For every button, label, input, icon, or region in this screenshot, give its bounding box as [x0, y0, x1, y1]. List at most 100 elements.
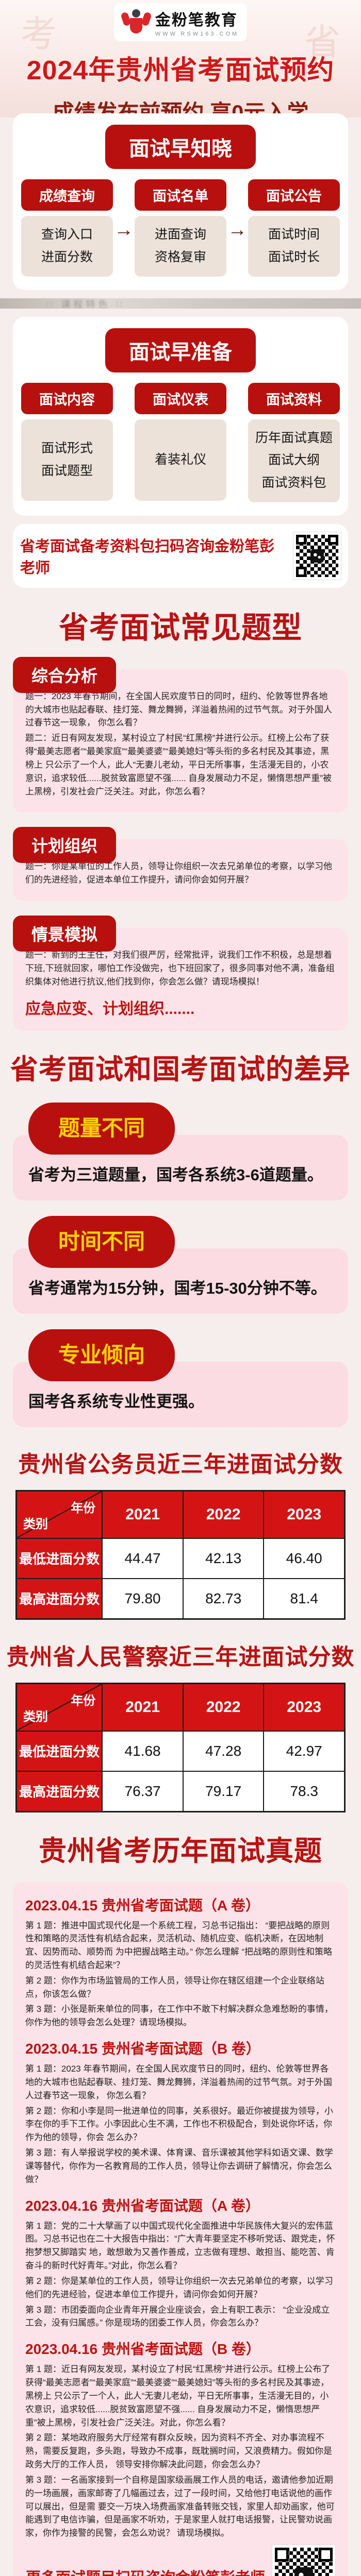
police-score-table: 年份 类别 2021 2022 2023 最低进面分数 41.68 47.28 … [15, 1682, 346, 1812]
score-cell: 76.37 [102, 1770, 184, 1812]
row-label: 最高进面分数 [15, 1770, 103, 1812]
question-text: 题一：2023 年春节期间，在全国人民欢度节日的同时，纽约、伦敦等世界各地的大城… [25, 691, 332, 728]
question-text: 第 1 题：党的二十大擘画了以中国式现代化全面推进中华民族伟大复兴的宏伟蓝图。习… [25, 2221, 335, 2271]
table-row: 最高进面分数 76.37 79.17 78.3 [15, 1770, 346, 1812]
year-header: 2022 [182, 1490, 265, 1539]
prep-materials: 面试资料 历年面试真题 面试大纲 面试资料包 [248, 382, 340, 502]
step-details: 进面查询 资格复审 [135, 216, 226, 277]
prepare-early-card: 面试早准备 面试内容 面试形式 面试题型 面试仪表 着装礼仪 面试资料 历年面试… [13, 316, 348, 516]
prep-content: 面试内容 面试形式 面试题型 [21, 382, 113, 501]
prep-appearance: 面试仪表 着装礼仪 [135, 382, 226, 501]
brand-name: 金粉笔教育 [155, 12, 238, 29]
question-text: 第 2 题：你作为市场监管局的工作人员，领导让你在辖区组建一个企业联络站点，你该… [25, 1975, 324, 1999]
prepare-early-title: 面试早准备 [105, 328, 256, 372]
step-score-query: 成绩查询 查询入口 进面分数 [21, 179, 113, 277]
more-questions-banner: 更多面试题目扫码咨询金粉笔彭老师 [25, 2544, 336, 2576]
corner-year-label: 年份 [71, 1693, 96, 1708]
more-types-text: 应急应变、计划组织....... [25, 1000, 195, 1018]
score-cell: 81.4 [263, 1578, 346, 1620]
step-label: 面试公告 [248, 179, 340, 211]
prep-details: 历年面试真题 面试大纲 面试资料包 [248, 419, 340, 502]
brand-url: WWW.RSW163.COM [155, 31, 239, 37]
step-interview-notice: 面试公告 面试时间 面试时长 [248, 179, 340, 277]
know-early-card: 面试早知晓 成绩查询 查询入口 进面分数 → 面试名单 进面查询 资格复审 → … [13, 113, 348, 290]
type-label: 计划组织 [13, 827, 117, 863]
wechat-icon [294, 2567, 313, 2576]
paper-heading: 2023.04.15 贵州省考面试题（A 卷） [25, 1897, 260, 1913]
police-score-title: 贵州省人民警察近三年进面试分数 [6, 1644, 355, 1670]
row-label: 最低进面分数 [15, 1730, 103, 1772]
materials-qr-banner: 省考面试备考资料包扫码咨询金粉笔彭老师 [13, 523, 348, 588]
past-questions-box: 2023.04.15 贵州省考面试题（A 卷） 第 1 题：推进中国式现代化是一… [13, 1882, 348, 2576]
prep-label: 面试内容 [21, 382, 113, 414]
prep-details: 着装礼仪 [135, 419, 226, 501]
row-label: 最低进面分数 [15, 1537, 103, 1579]
know-early-title: 面试早知晓 [105, 125, 256, 169]
prep-details: 面试形式 面试题型 [21, 419, 113, 501]
table-row: 最低进面分数 41.68 47.28 42.97 [15, 1730, 346, 1772]
question-text: 第 3 题：市团委面向企业青年开展企业座谈会，会上有职工表示： “企业没成立工会… [25, 2304, 330, 2328]
score-cell: 41.68 [102, 1730, 184, 1772]
year-header: 2023 [263, 1490, 346, 1539]
divider-watermark: ∷ 课程特色 ∷ [46, 299, 125, 309]
year-header: 2023 [263, 1683, 346, 1732]
score-cell: 47.28 [182, 1730, 265, 1772]
prep-label: 面试资料 [248, 382, 340, 414]
score-cell: 42.13 [182, 1537, 265, 1579]
type-label: 情景模拟 [13, 916, 117, 952]
score-cell: 79.80 [102, 1578, 184, 1620]
page-title: 2024年贵州省考面试预约 [26, 56, 335, 86]
past-questions-title: 贵州省考历年面试真题 [39, 1835, 322, 1867]
civil-servant-score-title: 贵州省公务员近三年进面试分数 [18, 1451, 343, 1477]
arrow-right-icon: → [114, 218, 134, 241]
paper-heading: 2023.04.16 贵州省考面试题（B 卷） [25, 2341, 260, 2358]
question-text: 第 2 题：你是某单位的工作人员，领导让你组织一次去兄弟单位的考察，以学习他们的… [25, 2276, 333, 2299]
corner-category-label: 类别 [23, 1709, 48, 1724]
paper-heading: 2023.04.16 贵州省考面试题（A 卷） [25, 2197, 260, 2214]
score-cell: 44.47 [102, 1537, 184, 1579]
type-label: 综合分析 [13, 656, 117, 693]
diff-question-count: 题量不同 省考为三道题量，国考各系统3-6道题量。 [0, 1102, 361, 1200]
step-label: 面试名单 [135, 179, 226, 211]
question-text: 第 2 题：某地政府服务大厅经常有群众反映，因为资料不齐全、对办事流程不熟，需要… [25, 2433, 332, 2470]
score-cell: 79.17 [182, 1770, 265, 1812]
score-cell: 78.3 [263, 1770, 346, 1812]
civil-servant-score-table: 年份 类别 2021 2022 2023 最低进面分数 44.47 42.13 … [15, 1489, 346, 1620]
diff-specialty: 专业倾向 国考各系统专业性更强。 [0, 1329, 361, 1427]
score-cell: 82.73 [182, 1578, 265, 1620]
diff-label: 题量不同 [28, 1102, 175, 1155]
step-interview-list: 面试名单 进面查询 资格复审 [135, 179, 226, 277]
score-cell: 42.97 [263, 1730, 346, 1772]
question-text: 第 2 题：你和小李是同一批进单位的同事，关系很好。最近你被提拔为领导，小李在你… [25, 2106, 333, 2143]
type-section-comprehensive: 综合分析 题一：2023 年春节期间，在全国人民欢度节日的同时，纽约、伦敦等世界… [13, 656, 348, 813]
background-watermark: 省 [304, 21, 340, 63]
step-label: 成绩查询 [21, 179, 113, 211]
corner-cell: 年份 类别 [15, 1683, 103, 1732]
question-text: 第 3 题：有人举报说学校的美术课、体育课、音乐课被其他学科如语文课、数学课等替… [25, 2148, 333, 2184]
question-text: 第 1 题：近日有网友发现，某村设立了村民“红黑榜”并进行公示。红榜上公布了获得… [25, 2364, 331, 2428]
differences-title: 省考面试和国考面试的差异 [10, 1054, 351, 1085]
background-watermark: 考 [21, 13, 57, 55]
arrow-right-icon: → [227, 218, 247, 241]
question-text: 第 1 题：推进中国式现代化是一个系统工程，习总书记指出： “要把战略的原则性和… [25, 1920, 332, 1970]
question-text: 题一：新到的王主任，对我们很严厉，经常批评，说我们工作不积极，总是想着下班,下班… [25, 950, 335, 987]
qr-banner-text: 省考面试备考资料包扫码咨询金粉笔彭老师 [20, 538, 275, 577]
year-header: 2021 [102, 1683, 184, 1732]
question-text: 第 3 题：一名画家接到一个自称是国家级画展工作人员的电话，邀请他参加近期的一场… [25, 2475, 335, 2538]
row-label: 最高进面分数 [15, 1578, 103, 1620]
table-row: 最高进面分数 79.80 82.73 81.4 [15, 1578, 346, 1620]
score-cell: 46.40 [263, 1537, 346, 1579]
step-details: 面试时间 面试时长 [248, 216, 340, 277]
wechat-icon [310, 549, 324, 563]
more-questions-text: 更多面试题目扫码咨询金粉笔彭老师 [26, 2566, 265, 2576]
type-section-simulation: 情景模拟 题一：新到的王主任，对我们很严厉，经常批评，说我们工作不积极，总是想着… [13, 916, 348, 1031]
table-row: 最低进面分数 44.47 42.13 46.40 [15, 1537, 346, 1579]
corner-year-label: 年份 [71, 1501, 96, 1515]
question-text: 第 3 题：小张是新来单位的同事，在工作中不敢下村解决群众急难愁盼的事情，你作为… [25, 2004, 333, 2028]
paper-heading: 2023.04.15 贵州省考面试题（B 卷） [25, 2041, 260, 2057]
prep-label: 面试仪表 [135, 382, 226, 414]
step-details: 查询入口 进面分数 [21, 216, 113, 277]
brand-logo: 金粉笔教育 WWW.RSW163.COM [113, 3, 248, 41]
question-text: 题一：你是某单位的工作人员，领导让你组织一次去兄弟单位的考察，以学习他们的先进经… [25, 861, 332, 885]
